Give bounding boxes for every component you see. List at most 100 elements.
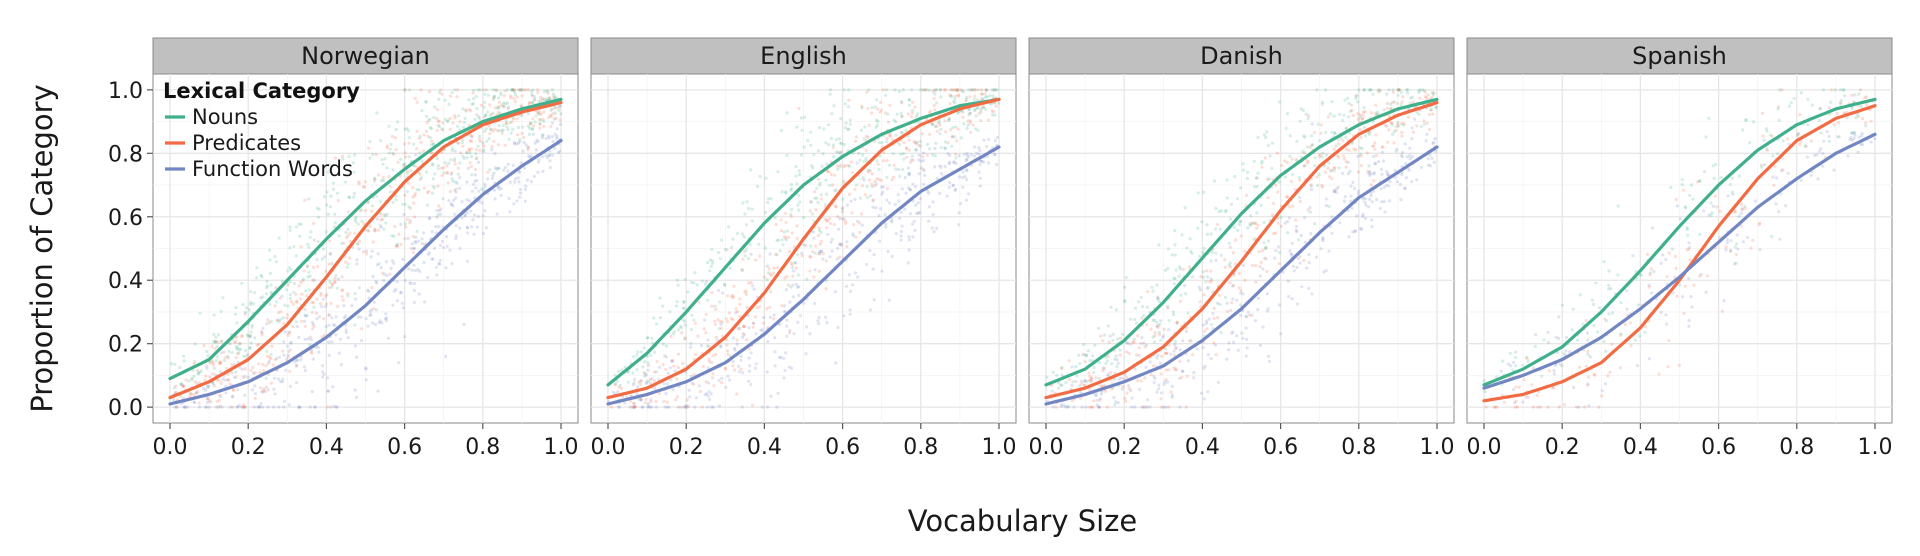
scatter-point	[558, 118, 562, 122]
scatter-point	[1306, 116, 1310, 121]
scatter-point	[261, 295, 265, 299]
scatter-point	[772, 271, 776, 275]
scatter-point	[364, 367, 368, 371]
scatter-point	[1228, 217, 1233, 221]
scatter-point	[287, 331, 291, 335]
scatter-point	[1564, 349, 1568, 353]
scatter-point	[819, 231, 823, 235]
scatter-point	[899, 210, 903, 214]
scatter-point	[1248, 223, 1253, 227]
scatter-point	[1296, 238, 1301, 242]
scatter-point	[307, 197, 311, 201]
scatter-point	[918, 197, 923, 201]
scatter-point	[1513, 405, 1517, 409]
scatter-point	[855, 161, 859, 165]
scatter-point	[751, 321, 755, 325]
scatter-point	[738, 297, 742, 301]
scatter-point	[694, 396, 699, 400]
scatter-point	[632, 405, 636, 409]
scatter-point	[469, 147, 473, 151]
scatter-point	[637, 397, 641, 401]
scatter-point	[1605, 319, 1609, 323]
scatter-point	[957, 153, 961, 158]
scatter-point	[904, 128, 908, 132]
scatter-point	[1399, 122, 1403, 126]
scatter-point	[1244, 326, 1248, 330]
scatter-point	[441, 121, 445, 125]
scatter-point	[1055, 373, 1059, 377]
scatter-point	[1403, 186, 1407, 190]
scatter-point	[727, 311, 732, 315]
scatter-point	[1224, 208, 1228, 212]
scatter-point	[1374, 103, 1378, 107]
scatter-point	[681, 318, 685, 322]
scatter-point	[1105, 405, 1109, 409]
scatter-point	[1330, 231, 1334, 235]
scatter-point	[437, 204, 441, 208]
scatter-point	[725, 320, 730, 324]
scatter-point	[364, 316, 368, 321]
scatter-point	[1777, 210, 1781, 214]
scatter-point	[654, 400, 658, 404]
scatter-point	[1254, 176, 1258, 180]
scatter-point	[795, 125, 799, 129]
scatter-point	[434, 225, 438, 229]
scatter-point	[714, 335, 718, 339]
scatter-point	[280, 380, 284, 384]
scatter-point	[371, 240, 375, 244]
scatter-point	[1848, 138, 1852, 142]
scatter-point	[1279, 215, 1283, 219]
scatter-point	[291, 302, 295, 306]
scatter-point	[827, 170, 831, 174]
scatter-point	[990, 88, 995, 92]
scatter-point	[1250, 313, 1254, 317]
scatter-point	[744, 289, 748, 293]
scatter-point	[648, 377, 652, 382]
scatter-point	[295, 299, 299, 303]
scatter-point	[1577, 365, 1582, 369]
scatter-point	[1546, 340, 1550, 344]
scatter-point	[708, 269, 712, 273]
scatter-point	[989, 102, 993, 106]
scatter-point	[1429, 108, 1433, 112]
scatter-point	[246, 334, 250, 338]
scatter-point	[456, 141, 460, 145]
scatter-point	[281, 377, 285, 381]
scatter-point	[828, 221, 833, 226]
scatter-point	[907, 98, 912, 102]
scatter-point	[1786, 137, 1790, 141]
scatter-point	[503, 143, 507, 147]
scatter-point	[1359, 152, 1363, 156]
scatter-point	[233, 312, 238, 316]
scatter-point	[1633, 338, 1638, 342]
scatter-point	[1702, 170, 1707, 174]
scatter-point	[1344, 127, 1348, 131]
scatter-point	[1201, 275, 1206, 279]
panel-strip	[590, 37, 1017, 75]
scatter-point	[664, 355, 669, 359]
scatter-point	[721, 320, 725, 324]
scatter-point	[836, 215, 840, 219]
scatter-point	[685, 398, 689, 402]
scatter-point	[739, 358, 743, 362]
scatter-point	[1327, 249, 1331, 253]
scatter-point	[504, 121, 508, 126]
scatter-point	[904, 146, 909, 150]
scatter-point	[675, 300, 679, 304]
scatter-point	[639, 397, 643, 401]
scatter-point	[1400, 151, 1405, 155]
scatter-point	[1399, 153, 1404, 157]
scatter-point	[293, 360, 297, 364]
scatter-point	[1123, 300, 1127, 304]
scatter-point	[352, 170, 356, 174]
scatter-point	[468, 161, 472, 165]
scatter-point	[927, 205, 931, 209]
scatter-point	[392, 234, 396, 238]
scatter-point	[458, 161, 462, 165]
scatter-point	[794, 164, 798, 169]
scatter-point	[537, 158, 541, 162]
scatter-point	[317, 350, 321, 354]
scatter-point	[509, 94, 513, 98]
scatter-point	[988, 94, 992, 98]
scatter-point	[244, 355, 248, 359]
